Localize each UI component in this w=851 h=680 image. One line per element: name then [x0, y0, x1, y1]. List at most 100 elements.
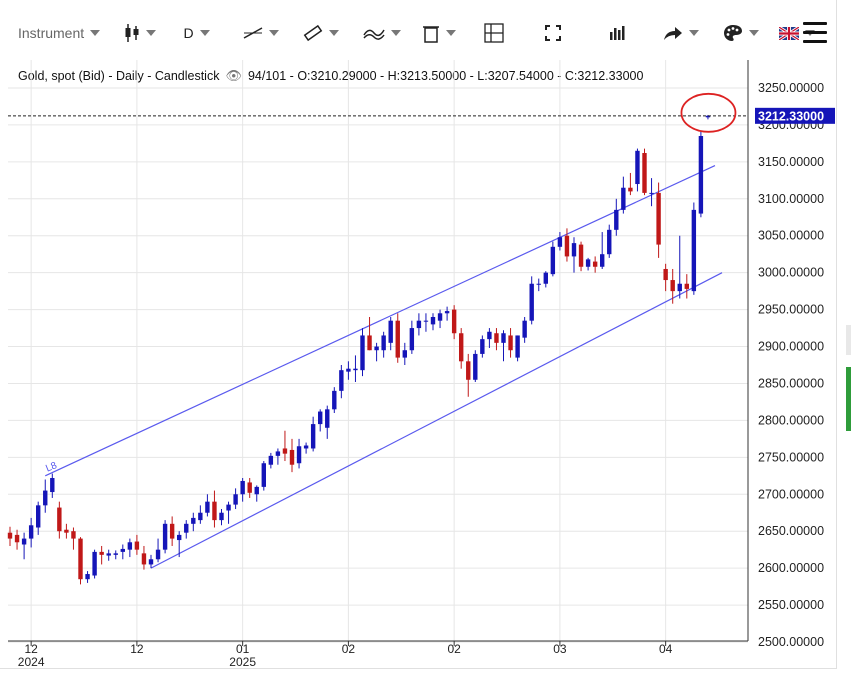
candle-body [402, 350, 407, 358]
candle [275, 448, 281, 465]
candle [402, 342, 407, 365]
bar-chart-button[interactable] [599, 10, 655, 56]
candle [289, 438, 295, 473]
candle [212, 490, 217, 528]
candle [487, 328, 492, 349]
scroll-handle[interactable] [846, 325, 851, 355]
candle-body [607, 229, 612, 255]
candle [240, 478, 245, 502]
y-tick-label: 3250.00000 [758, 81, 824, 95]
candle-body [388, 320, 393, 343]
candle [162, 520, 168, 554]
menu-icon [803, 22, 827, 25]
candle [621, 176, 626, 214]
candle-body [557, 237, 563, 247]
bar-counter: 94/101 [247, 69, 287, 83]
candle-body [656, 192, 661, 245]
candle-body [71, 531, 76, 539]
candle-body [28, 525, 34, 539]
candle [473, 350, 478, 382]
candle [536, 278, 541, 292]
candle-body [85, 574, 90, 580]
candle-body [78, 538, 83, 580]
candle-body [670, 280, 675, 292]
y-tick-label: 2850.00000 [758, 376, 824, 390]
candle [296, 438, 302, 469]
candle-body [430, 316, 436, 325]
candle-body [289, 449, 295, 465]
candle [388, 316, 393, 351]
candle-body [571, 243, 577, 257]
candle-body [635, 150, 640, 185]
candle-body [212, 501, 217, 521]
candle-body [50, 478, 55, 493]
x-tick-label: 03 [553, 642, 567, 656]
candle-body [254, 486, 259, 495]
candle [233, 488, 238, 510]
candle-body [21, 538, 27, 545]
instrument-select[interactable]: Instrument [8, 10, 114, 56]
candle [614, 198, 619, 236]
timeframe-select[interactable]: D [177, 10, 235, 56]
candle-body [162, 523, 168, 550]
candle [466, 353, 471, 397]
chevron-down-icon [748, 30, 759, 36]
candle [92, 549, 97, 579]
candle [635, 148, 640, 192]
candle-body [494, 333, 499, 343]
candle-body [480, 339, 485, 354]
layout-button[interactable] [476, 10, 538, 56]
candle [381, 331, 386, 358]
line-tool-button[interactable] [235, 10, 297, 56]
palette-button[interactable] [717, 10, 775, 56]
candle [261, 461, 266, 491]
candle [184, 520, 189, 539]
candle-body [43, 490, 48, 506]
y-tick-label: 3150.00000 [758, 155, 824, 169]
candle [550, 241, 556, 277]
menu-button[interactable] [803, 22, 827, 44]
candle [607, 224, 612, 258]
candle-body [409, 328, 415, 351]
candle-body [7, 532, 13, 539]
candle [169, 516, 175, 546]
candle-body [628, 187, 633, 192]
candle-body [437, 313, 443, 321]
candle [437, 309, 443, 329]
indicator-button[interactable] [357, 10, 417, 56]
candle [226, 501, 231, 524]
eye-icon[interactable]: 👁 [225, 68, 242, 83]
candle-body [113, 553, 118, 555]
share-icon [664, 27, 683, 40]
candle-body [374, 346, 379, 351]
x-tick-label: 02 [342, 642, 356, 656]
candle [508, 328, 513, 358]
delete-button[interactable] [416, 10, 476, 56]
candle-body [423, 320, 429, 322]
highlight-circle [680, 92, 737, 133]
indicator-icon [362, 29, 385, 40]
candle [21, 532, 27, 560]
candle [677, 235, 682, 299]
candle [494, 328, 499, 351]
x-tick-label: 12 [24, 642, 38, 656]
fullscreen-button[interactable] [537, 10, 599, 56]
candle-body [177, 534, 182, 541]
candle [459, 328, 464, 369]
candle [303, 442, 309, 454]
candle [360, 328, 365, 377]
ruler-button[interactable] [297, 10, 357, 56]
candle [99, 545, 104, 565]
candle [515, 335, 520, 362]
candle [409, 320, 415, 354]
candle-body [698, 136, 704, 214]
share-button[interactable] [655, 10, 717, 56]
chart-type-select[interactable] [114, 10, 178, 56]
candle [134, 534, 140, 555]
candle-body [501, 333, 506, 343]
candle [374, 342, 379, 362]
candle-body [339, 370, 344, 391]
chevron-down-icon [269, 30, 280, 36]
candle-body [614, 209, 619, 230]
